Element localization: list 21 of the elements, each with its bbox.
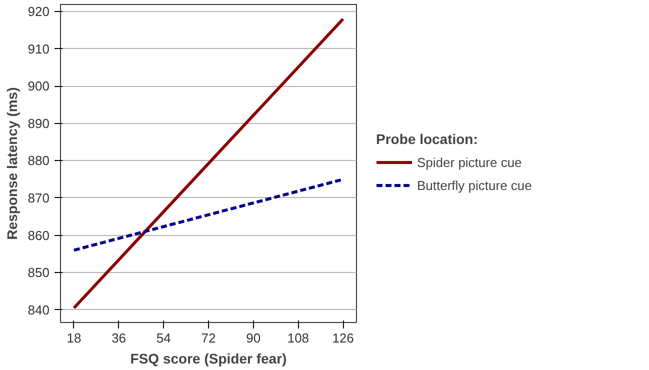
x-tick-label: 90 (246, 330, 261, 346)
x-tick-label: 126 (332, 330, 354, 346)
y-tick-label: 880 (28, 153, 50, 168)
x-tick-label: 108 (287, 330, 310, 346)
y-tick-label: 870 (28, 190, 50, 206)
y-axis-title: Response latency (ms) (4, 87, 20, 240)
y-tick-label: 840 (28, 302, 50, 318)
legend-label: Butterfly picture cue (417, 178, 532, 192)
y-tick-label: 860 (28, 228, 50, 243)
legend-label: Spider picture cue (417, 154, 522, 170)
x-tick-label: 72 (201, 330, 216, 346)
x-axis-title: FSQ score (Spider fear) (130, 350, 287, 366)
y-tick-label: 910 (28, 41, 50, 56)
x-tick-label: 36 (112, 330, 126, 346)
y-tick-label: 850 (28, 265, 50, 280)
x-tick-label: 54 (156, 330, 171, 346)
x-tick-label: 18 (66, 330, 82, 346)
legend-title: Probe location: (376, 131, 479, 147)
y-tick-label: 920 (28, 4, 50, 20)
y-tick-label: 900 (28, 78, 50, 94)
y-tick-label: 890 (28, 116, 50, 131)
